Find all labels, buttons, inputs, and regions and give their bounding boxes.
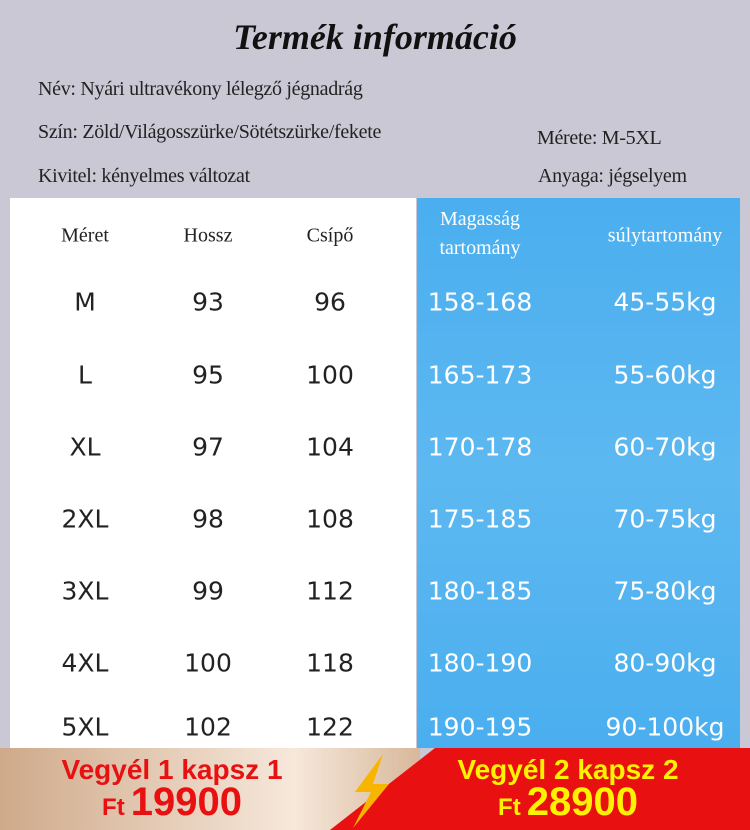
lightning-icon <box>353 754 389 828</box>
table-cell: 4XL <box>61 648 109 678</box>
offer-2-price: Ft 28900 <box>498 780 638 825</box>
table-cell: 175-185 <box>427 504 533 534</box>
offer-1-price: Ft 19900 <box>102 780 242 825</box>
table-cell: 165-173 <box>427 360 533 390</box>
table-cell: 180-190 <box>427 648 533 678</box>
table-cell: 100 <box>306 360 354 390</box>
product-color: Szín: Zöld/Világosszürke/Sötétszürke/fek… <box>38 121 382 143</box>
table-cell: 95 <box>192 360 224 390</box>
price: 19900 <box>130 780 242 824</box>
size-table-left <box>10 198 416 748</box>
table-cell: 3XL <box>61 576 109 606</box>
table-cell: 2XL <box>61 504 109 534</box>
price-banner: Vegyél 1 kapsz 1 Ft 19900 Vegyél 2 kapsz … <box>0 748 750 830</box>
page-title: Termék információ <box>233 17 517 57</box>
table-cell: 90-100kg <box>605 712 725 742</box>
table-cell: 5XL <box>61 712 109 742</box>
table-cell: 99 <box>192 576 224 606</box>
product-material: Anyaga: jégselyem <box>538 165 687 187</box>
offer-1-label: Vegyél 1 kapsz 1 <box>61 754 283 785</box>
column-header: Csípő <box>306 224 354 247</box>
table-cell: 55-60kg <box>613 360 717 390</box>
currency: Ft <box>498 794 521 821</box>
table-cell: 98 <box>192 504 224 534</box>
column-header: Méret <box>61 224 109 247</box>
table-cell: 80-90kg <box>613 648 717 678</box>
table-cell: L <box>78 360 92 390</box>
table-cell: 70-75kg <box>613 504 717 534</box>
table-cell: 112 <box>306 576 354 606</box>
table-cell: 45-55kg <box>613 287 717 317</box>
column-header: súlytartomány <box>607 224 723 247</box>
price: 28900 <box>526 780 638 824</box>
table-cell: 158-168 <box>427 287 533 317</box>
table-cell: 100 <box>184 648 232 678</box>
table-cell: 170-178 <box>427 432 533 462</box>
product-size: Mérete: M-5XL <box>537 127 662 149</box>
table-cell: 122 <box>306 712 354 742</box>
table-cell: 102 <box>184 712 232 742</box>
table-cell: 60-70kg <box>613 432 717 462</box>
product-style: Kivitel: kényelmes változat <box>38 165 250 187</box>
table-cell: 180-185 <box>427 576 533 606</box>
table-cell: M <box>74 287 96 317</box>
table-cell: 97 <box>192 432 224 462</box>
product-name: Név: Nyári ultravékony lélegző jégnadrág <box>38 78 363 100</box>
column-header: Magasság tartomány <box>439 208 521 259</box>
table-cell: 96 <box>314 287 346 317</box>
table-cell: XL <box>69 432 101 462</box>
table-cell: 190-195 <box>427 712 533 742</box>
offer-2-label: Vegyél 2 kapsz 2 <box>457 754 679 785</box>
table-cell: 93 <box>192 287 224 317</box>
currency: Ft <box>102 794 125 821</box>
table-cell: 75-80kg <box>613 576 717 606</box>
table-cell: 108 <box>306 504 354 534</box>
column-header: Hossz <box>183 224 233 247</box>
table-cell: 118 <box>306 648 354 678</box>
size-table-right <box>417 198 740 748</box>
table-cell: 104 <box>306 432 354 462</box>
